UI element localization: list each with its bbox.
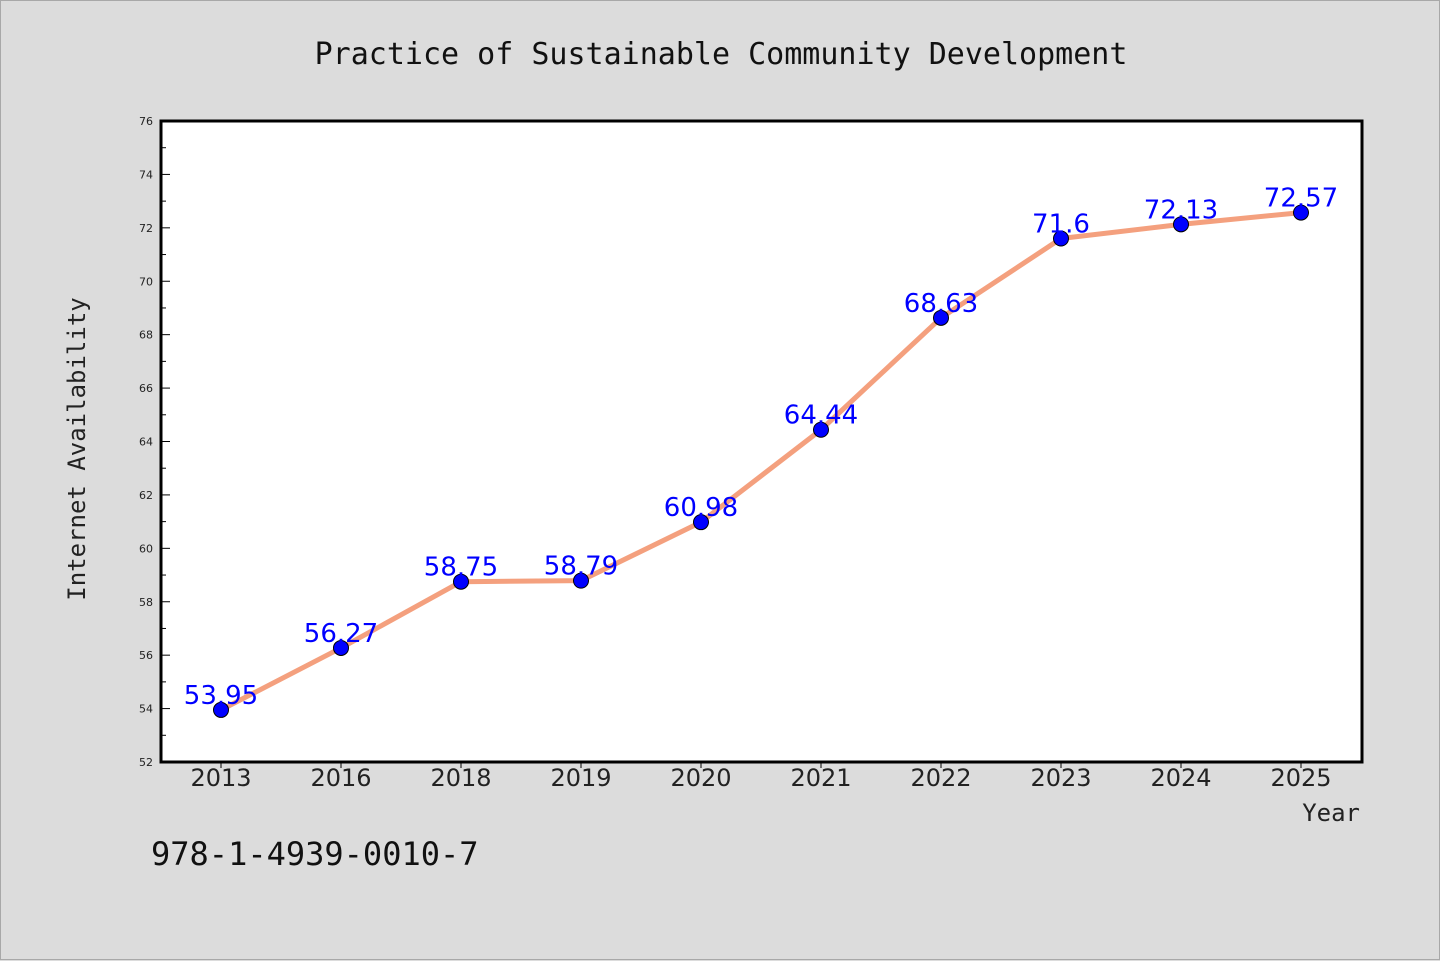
- data-label: 58.79: [544, 552, 618, 582]
- y-tick-label: 56: [139, 649, 153, 662]
- y-tick-label: 74: [139, 168, 153, 181]
- isbn-text: 978-1-4939-0010-7: [151, 835, 479, 873]
- data-label: 71.6: [1032, 210, 1090, 240]
- data-point: [1293, 204, 1309, 221]
- series-group: [213, 204, 1309, 718]
- series-line: [218, 210, 1304, 713]
- y-tick-label: 58: [139, 596, 153, 609]
- x-tick-label: 2020: [670, 764, 731, 792]
- y-tick-label: 66: [139, 382, 153, 395]
- y-tick-label: 68: [139, 329, 153, 342]
- y-tick-label: 72: [139, 222, 153, 235]
- data-point: [1053, 230, 1069, 247]
- y-axis: 52 54 56 58 60 62 64 66 68 70 72 74 76: [139, 115, 170, 769]
- data-label: 68.63: [904, 289, 978, 319]
- x-tick-label: 2016: [310, 764, 371, 792]
- data-labels: 53.95 56.27 58.75 58.79 60.98 64.44 68.63 71.6 7…: [184, 184, 1338, 711]
- data-point: [933, 309, 949, 326]
- chart-title: Practice of Sustainable Community Develo…: [315, 37, 1128, 72]
- x-tick-label: 2013: [190, 764, 251, 792]
- x-tick-label: 2018: [430, 764, 491, 792]
- y-tick-label: 60: [139, 542, 153, 555]
- x-tick-label: 2019: [550, 764, 611, 792]
- data-label: 72.13: [1144, 195, 1218, 225]
- data-point: [813, 421, 829, 438]
- data-point: [213, 701, 229, 718]
- x-tick-label: 2024: [1150, 764, 1211, 792]
- x-tick-label: 2021: [790, 764, 851, 792]
- y-tick-label: 64: [139, 436, 153, 449]
- data-label: 72.57: [1264, 184, 1338, 214]
- y-tick-label: 62: [139, 489, 153, 502]
- y-tick-label: 70: [139, 275, 153, 288]
- data-label: 60.98: [664, 493, 738, 523]
- data-point: [453, 573, 469, 590]
- data-point: [333, 639, 349, 656]
- data-label: 56.27: [304, 619, 378, 649]
- x-tick-label: 2025: [1270, 764, 1331, 792]
- data-label: 58.75: [424, 553, 498, 583]
- data-point: [1173, 216, 1189, 233]
- data-label: 64.44: [784, 401, 858, 431]
- y-tick-label: 54: [139, 703, 153, 716]
- x-tick-label: 2022: [910, 764, 971, 792]
- data-point: [573, 572, 589, 589]
- y-tick-label: 76: [139, 115, 153, 128]
- x-axis-label: Year: [1302, 799, 1360, 827]
- x-axis: 2013 2016 2018 2019 2020 2021 2022 2023 2024 2025: [190, 762, 1332, 792]
- x-tick-label: 2023: [1030, 764, 1091, 792]
- data-point: [693, 514, 709, 531]
- data-label: 53.95: [184, 681, 258, 711]
- y-tick-label: 52: [139, 756, 153, 769]
- y-axis-label: Internet Availability: [63, 297, 91, 600]
